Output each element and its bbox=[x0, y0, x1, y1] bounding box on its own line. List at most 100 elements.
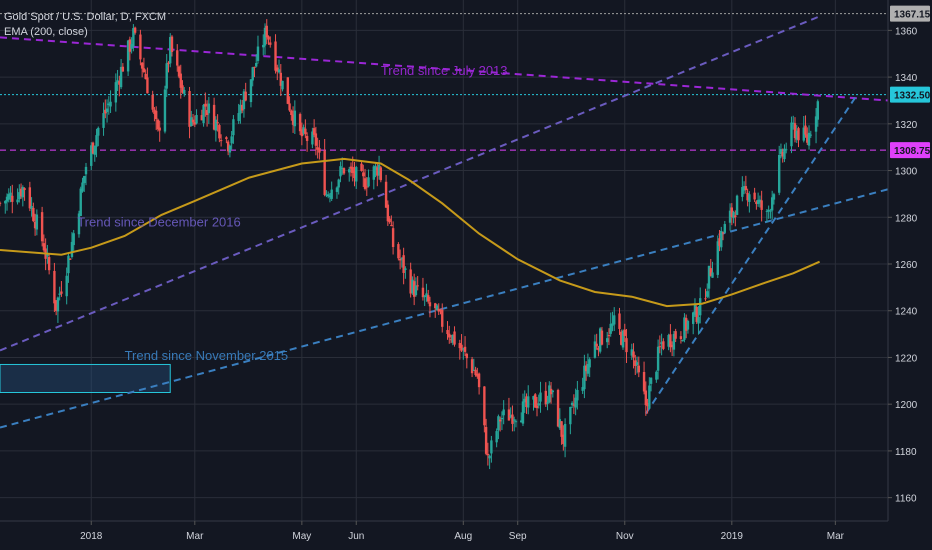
candle-body bbox=[53, 270, 56, 304]
candle-body bbox=[225, 137, 228, 140]
candle-body bbox=[67, 255, 70, 274]
candle-body bbox=[256, 46, 260, 61]
candle-body bbox=[684, 317, 688, 331]
candle-body bbox=[302, 127, 305, 134]
candle-body bbox=[770, 197, 774, 211]
candle-body bbox=[439, 309, 442, 311]
candle-body bbox=[699, 298, 702, 316]
candle-body bbox=[472, 370, 476, 372]
candle-body bbox=[793, 123, 797, 139]
price-tick-label: 1240 bbox=[895, 307, 918, 318]
candle-body bbox=[263, 27, 267, 46]
candle-body bbox=[56, 297, 60, 312]
candle-body bbox=[412, 281, 416, 297]
candle-body bbox=[169, 37, 172, 64]
time-axis-background bbox=[0, 521, 932, 550]
candle-body bbox=[72, 233, 75, 246]
candle-body bbox=[718, 238, 721, 246]
candle-body bbox=[795, 130, 798, 140]
candle-body bbox=[697, 317, 700, 324]
candle-body bbox=[425, 293, 428, 297]
candle-body bbox=[23, 188, 26, 191]
candle-body bbox=[0, 202, 2, 204]
candle-body bbox=[570, 402, 574, 406]
candle-body bbox=[716, 241, 719, 275]
candle-body bbox=[662, 341, 665, 349]
candle-body bbox=[314, 133, 318, 146]
candle-body bbox=[386, 204, 390, 222]
candle-body bbox=[190, 117, 193, 127]
trendline bbox=[0, 15, 820, 352]
candle-body bbox=[514, 421, 518, 423]
candle-body bbox=[249, 79, 253, 103]
candle-body bbox=[586, 363, 590, 374]
candle-body bbox=[416, 285, 419, 287]
candle-body bbox=[734, 215, 737, 218]
candle-body bbox=[277, 69, 281, 73]
candle-body bbox=[363, 178, 367, 189]
candle-body bbox=[312, 128, 316, 135]
candle-body bbox=[130, 44, 133, 49]
candle-body bbox=[183, 89, 186, 94]
candle-body bbox=[477, 373, 481, 388]
candle-body bbox=[807, 132, 811, 146]
candle-body bbox=[588, 359, 591, 368]
candle-body bbox=[648, 385, 651, 409]
time-tick-label: Mar bbox=[186, 531, 204, 542]
candle-body bbox=[741, 187, 744, 197]
candle-body bbox=[598, 328, 602, 352]
candle-body bbox=[305, 135, 309, 141]
candle-body bbox=[142, 68, 146, 73]
candle-body bbox=[606, 338, 609, 343]
candle-body bbox=[483, 386, 486, 426]
plot-area: Trend since July 2013 Trend since Decembe… bbox=[0, 13, 888, 470]
candle-body bbox=[423, 296, 426, 298]
trendline bbox=[0, 188, 888, 429]
candle-body bbox=[353, 170, 356, 179]
time-tick-label: Nov bbox=[616, 531, 634, 542]
candle-body bbox=[621, 330, 625, 348]
candle-body bbox=[179, 73, 182, 88]
candle-body bbox=[669, 334, 672, 348]
candle-body bbox=[107, 103, 111, 106]
candle-body bbox=[544, 390, 547, 405]
candle-body bbox=[609, 323, 612, 334]
candle-body bbox=[448, 333, 451, 338]
candle-body bbox=[267, 36, 270, 40]
time-tick-label: Jun bbox=[348, 531, 364, 542]
candle-body bbox=[558, 419, 562, 429]
candle-body bbox=[607, 335, 611, 337]
candle-body bbox=[720, 230, 723, 248]
candle-body bbox=[132, 28, 135, 47]
candle-body bbox=[484, 426, 488, 454]
candle-body bbox=[574, 397, 577, 408]
candle-body bbox=[404, 268, 407, 270]
time-tick-label: May bbox=[292, 531, 311, 542]
candle-body bbox=[428, 302, 432, 307]
candle-body bbox=[548, 385, 551, 403]
candle-body bbox=[177, 66, 181, 77]
candle-body bbox=[226, 141, 230, 152]
candle-body bbox=[341, 167, 344, 169]
candle-body bbox=[128, 39, 132, 52]
candle-body bbox=[30, 205, 33, 210]
candle-body bbox=[670, 344, 674, 348]
candle-body bbox=[537, 403, 540, 406]
candle-body bbox=[77, 213, 81, 235]
candle-body bbox=[330, 189, 333, 199]
time-tick-label: Mar bbox=[827, 531, 845, 542]
candle-body bbox=[262, 44, 265, 48]
candle-body bbox=[355, 167, 358, 182]
candle-body bbox=[674, 331, 677, 339]
candle-body bbox=[16, 199, 19, 203]
candle-body bbox=[449, 339, 453, 341]
price-tick-label: 1360 bbox=[895, 26, 918, 37]
candle-body bbox=[783, 148, 786, 160]
candle-body bbox=[42, 243, 46, 251]
candle-body bbox=[335, 187, 339, 192]
candle-body bbox=[595, 343, 598, 347]
candle-body bbox=[218, 125, 221, 139]
price-level-label: 1332.50 bbox=[894, 91, 931, 102]
